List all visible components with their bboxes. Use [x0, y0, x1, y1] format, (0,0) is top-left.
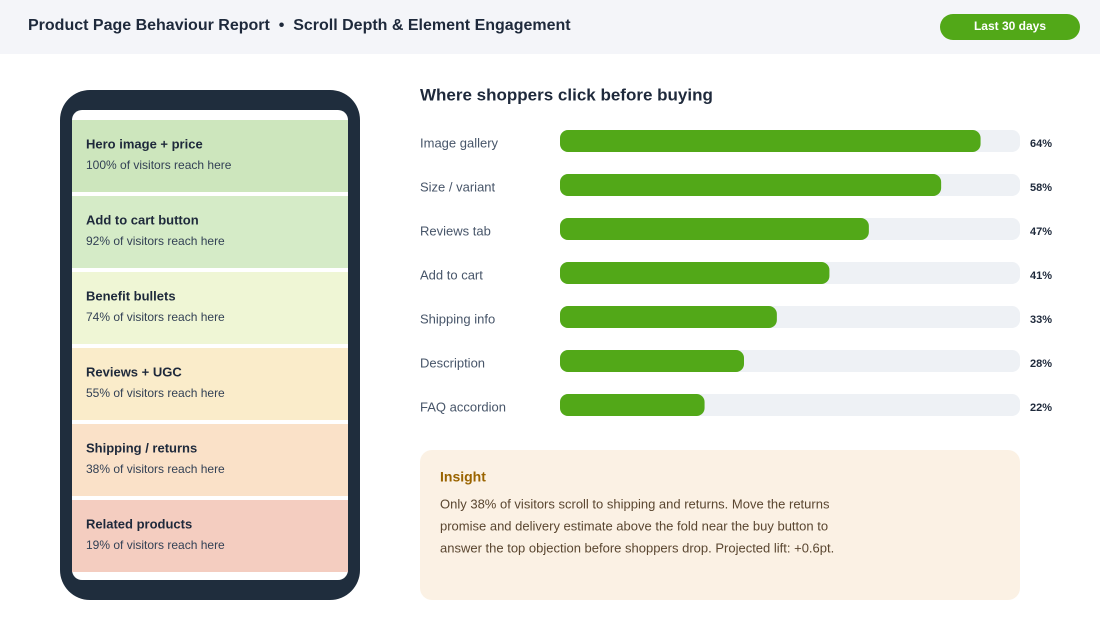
page-section: [72, 272, 348, 344]
section-title: Add to cart button: [86, 212, 199, 227]
section-reach: 19% of visitors reach here: [86, 538, 225, 552]
bar: [560, 350, 744, 372]
insight-text: promise and delivery estimate above the …: [440, 518, 828, 533]
header-title: Product Page Behaviour Report • Scroll D…: [28, 17, 571, 34]
value-label: 22%: [1030, 402, 1052, 414]
date-badge-label[interactable]: Last 30 days: [974, 19, 1046, 33]
bar: [560, 130, 981, 152]
bar: [560, 174, 942, 196]
value-label: 33%: [1030, 314, 1052, 326]
section-title: Benefit bullets: [86, 288, 176, 303]
category-label: Reviews tab: [420, 223, 491, 238]
category-label: Description: [420, 355, 485, 370]
section-title: Reviews + UGC: [86, 364, 182, 379]
section-reach: 55% of visitors reach here: [86, 386, 225, 400]
insight-title: Insight: [440, 469, 486, 485]
bar: [560, 262, 830, 284]
header-bar: [0, 0, 1100, 54]
bar: [560, 218, 869, 240]
value-label: 64%: [1030, 138, 1052, 150]
page-section: [72, 120, 348, 192]
page-section: [72, 348, 348, 420]
category-label: Shipping info: [420, 311, 495, 326]
category-label: Image gallery: [420, 135, 499, 150]
section-title: Shipping / returns: [86, 440, 197, 455]
bar: [560, 306, 777, 328]
insight-text: Only 38% of visitors scroll to shipping …: [440, 496, 830, 511]
section-reach: 38% of visitors reach here: [86, 462, 225, 476]
insight-text: answer the top objection before shoppers…: [440, 540, 834, 555]
insight-box: [420, 450, 1020, 600]
category-label: FAQ accordion: [420, 399, 506, 414]
section-reach: 100% of visitors reach here: [86, 158, 232, 172]
section-reach: 92% of visitors reach here: [86, 234, 225, 248]
section-title: Hero image + price: [86, 136, 203, 151]
value-label: 41%: [1030, 270, 1052, 282]
bar: [560, 394, 705, 416]
page-section: [72, 500, 348, 572]
section-title: Related products: [86, 516, 192, 531]
chart-title: Where shoppers click before buying: [420, 85, 713, 104]
value-label: 47%: [1030, 226, 1052, 238]
category-label: Add to cart: [420, 267, 483, 282]
section-reach: 74% of visitors reach here: [86, 310, 225, 324]
value-label: 58%: [1030, 182, 1052, 194]
date-badge[interactable]: [940, 14, 1080, 40]
page-section: [72, 196, 348, 268]
category-label: Size / variant: [420, 179, 496, 194]
page-section: [72, 424, 348, 496]
value-label: 28%: [1030, 358, 1052, 370]
